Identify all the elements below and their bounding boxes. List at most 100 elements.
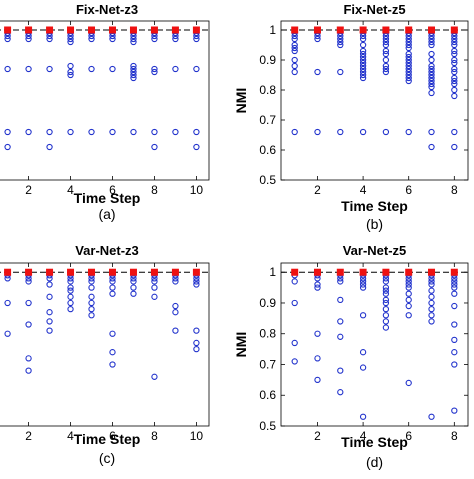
data-point-square <box>192 268 200 276</box>
data-point-circle <box>67 68 74 76</box>
data-point-square <box>4 26 12 34</box>
data-point-circle <box>405 56 412 64</box>
data-point-circle <box>451 86 458 94</box>
data-point-circle <box>88 312 95 319</box>
data-point-circle <box>88 65 95 73</box>
data-point-circle <box>337 389 344 396</box>
y-tick-label: 0.8 <box>259 83 276 97</box>
data-point-circle <box>46 65 53 73</box>
data-point-circle <box>46 128 53 136</box>
data-point-square <box>108 268 116 276</box>
data-point-circle <box>130 68 137 76</box>
data-point-circle <box>151 284 158 291</box>
data-point-circle <box>193 345 200 353</box>
data-point-circle <box>109 361 116 368</box>
data-point-circle <box>4 35 11 43</box>
data-point-square <box>129 26 137 34</box>
data-point-circle <box>25 321 32 328</box>
data-point-circle <box>382 284 390 291</box>
data-point-square <box>46 26 54 34</box>
data-point-circle <box>67 278 74 285</box>
data-point-circle <box>428 80 435 88</box>
data-point-circle <box>428 35 435 43</box>
data-point-circle <box>428 41 435 49</box>
data-point-circle <box>359 47 367 55</box>
data-point-circle <box>428 89 435 97</box>
data-point-circle <box>4 128 11 136</box>
data-point-circle <box>67 275 74 282</box>
data-point-circle <box>359 364 367 371</box>
data-point-circle <box>405 44 412 52</box>
data-point-circle <box>451 321 458 328</box>
x-tick-label: 8 <box>151 429 158 443</box>
data-point-circle <box>382 62 390 70</box>
data-point-circle <box>405 68 412 76</box>
data-point-square <box>88 268 96 276</box>
data-point-circle <box>314 330 321 337</box>
data-point-circle <box>405 35 412 43</box>
data-point-circle <box>382 324 390 331</box>
data-point-circle <box>130 278 137 285</box>
panel-caption: (d) <box>366 454 383 470</box>
data-point-circle <box>382 290 390 297</box>
data-point-circle <box>359 56 367 64</box>
data-point-square <box>450 26 458 34</box>
data-point-circle <box>428 299 435 307</box>
data-point-circle <box>67 62 74 70</box>
y-tick-label: 0.7 <box>259 113 276 127</box>
data-point-square <box>25 268 33 276</box>
data-point-circle <box>428 50 435 58</box>
plot-frame <box>280 262 469 427</box>
data-point-square <box>108 26 116 34</box>
data-point-circle <box>25 278 32 285</box>
data-point-circle <box>382 47 390 55</box>
x-tick-label: 4 <box>67 429 74 443</box>
data-point-circle <box>428 287 435 294</box>
data-point-circle <box>405 41 412 49</box>
data-point-circle <box>109 330 116 337</box>
data-point-circle <box>337 35 344 43</box>
data-point-circle <box>109 284 116 291</box>
data-point-circle <box>382 305 390 313</box>
data-point-circle <box>405 379 412 387</box>
y-tick-label: 0.5 <box>259 173 276 187</box>
data-point-circle <box>314 355 321 362</box>
data-point-circle <box>382 128 390 136</box>
data-point-circle <box>109 128 116 136</box>
data-point-circle <box>172 35 179 43</box>
data-point-circle <box>405 281 412 288</box>
data-point-circle <box>451 361 458 368</box>
data-point-circle <box>359 41 367 49</box>
panel-caption: (c) <box>99 450 115 466</box>
data-point-circle <box>405 312 412 319</box>
data-point-circle <box>88 305 95 313</box>
data-point-circle <box>405 275 412 282</box>
data-point-circle <box>67 38 74 46</box>
data-point-square <box>192 26 200 34</box>
data-point-circle <box>405 53 412 61</box>
data-point-circle <box>67 284 74 291</box>
x-tick-label: 4 <box>360 429 367 443</box>
data-point-circle <box>193 278 200 285</box>
data-point-circle <box>405 62 412 70</box>
data-point-square <box>150 26 158 34</box>
data-point-circle <box>4 275 11 282</box>
data-point-circle <box>4 330 11 337</box>
data-point-circle <box>151 143 158 151</box>
data-point-circle <box>382 41 390 49</box>
data-point-circle <box>428 293 435 300</box>
data-point-circle <box>451 74 458 82</box>
data-point-circle <box>151 128 158 136</box>
data-point-circle <box>382 287 390 294</box>
data-point-circle <box>25 275 32 282</box>
data-point-circle <box>428 83 435 91</box>
data-point-circle <box>193 327 200 334</box>
data-point-circle <box>451 349 458 356</box>
data-point-circle <box>314 376 321 384</box>
data-point-circle <box>451 80 458 88</box>
data-point-circle <box>428 68 435 76</box>
data-point-square <box>336 26 344 34</box>
x-tick-label: 6 <box>405 429 412 443</box>
